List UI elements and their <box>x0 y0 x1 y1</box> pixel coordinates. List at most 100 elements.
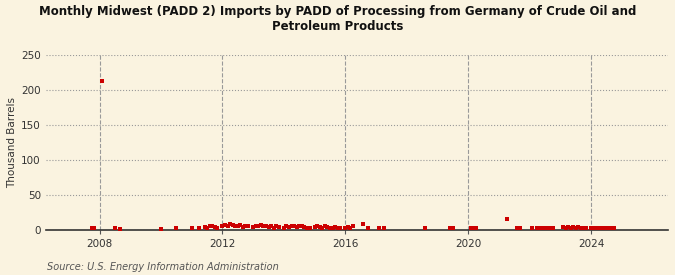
Point <box>537 226 548 230</box>
Point <box>542 226 553 230</box>
Point <box>348 224 358 229</box>
Point <box>286 223 297 228</box>
Point <box>202 226 213 230</box>
Point <box>558 225 568 229</box>
Point <box>568 225 578 229</box>
Point <box>304 226 315 230</box>
Point <box>212 226 223 230</box>
Point <box>578 226 589 230</box>
Text: Monthly Midwest (PADD 2) Imports by PADD of Processing from Germany of Crude Oil: Monthly Midwest (PADD 2) Imports by PADD… <box>38 6 636 34</box>
Point <box>606 226 617 230</box>
Point <box>235 223 246 227</box>
Point <box>593 226 604 230</box>
Point <box>335 226 346 230</box>
Point <box>535 226 545 230</box>
Point <box>563 225 574 229</box>
Point <box>358 222 369 226</box>
Point <box>589 226 599 230</box>
Point <box>373 226 384 230</box>
Point <box>205 224 215 229</box>
Point <box>263 225 274 229</box>
Point <box>209 225 220 229</box>
Point <box>109 226 120 230</box>
Point <box>258 223 269 228</box>
Point <box>230 223 241 228</box>
Point <box>340 226 351 230</box>
Point <box>238 225 248 229</box>
Point <box>419 226 430 230</box>
Point <box>603 226 614 230</box>
Point <box>586 226 597 230</box>
Point <box>115 227 126 231</box>
Point <box>268 226 279 230</box>
Point <box>261 224 271 229</box>
Point <box>194 226 205 230</box>
Point <box>222 223 233 228</box>
Point <box>601 226 612 230</box>
Point <box>576 226 587 230</box>
Point <box>512 226 522 230</box>
Point <box>225 222 236 226</box>
Point <box>468 226 479 230</box>
Point <box>250 223 261 228</box>
Point <box>342 225 353 229</box>
Point <box>296 224 307 229</box>
Point <box>240 223 251 228</box>
Point <box>248 225 259 229</box>
Point <box>560 226 571 230</box>
Point <box>271 224 281 229</box>
Point <box>171 226 182 230</box>
Point <box>599 226 610 230</box>
Point <box>219 223 230 227</box>
Point <box>284 225 294 229</box>
Point <box>227 223 238 227</box>
Point <box>580 226 591 230</box>
Point <box>332 226 343 230</box>
Point <box>315 225 325 229</box>
Point <box>329 225 340 229</box>
Point <box>97 79 107 83</box>
Point <box>294 223 304 228</box>
Point <box>309 225 320 229</box>
Point <box>289 224 300 229</box>
Y-axis label: Thousand Barrels: Thousand Barrels <box>7 97 17 188</box>
Point <box>266 223 277 228</box>
Point <box>379 226 389 230</box>
Point <box>279 226 290 230</box>
Point <box>292 225 302 229</box>
Point <box>570 226 581 230</box>
Point <box>232 224 243 229</box>
Point <box>299 225 310 229</box>
Point <box>242 224 253 229</box>
Point <box>319 224 330 229</box>
Point <box>532 226 543 230</box>
Point <box>155 227 166 231</box>
Point <box>302 226 313 230</box>
Point <box>217 224 228 229</box>
Point <box>199 225 210 229</box>
Point <box>502 217 512 221</box>
Point <box>345 226 356 230</box>
Point <box>317 226 328 230</box>
Point <box>609 226 620 230</box>
Point <box>86 226 97 230</box>
Point <box>540 226 551 230</box>
Point <box>281 224 292 229</box>
Point <box>545 226 556 230</box>
Point <box>325 226 335 230</box>
Point <box>573 225 584 229</box>
Point <box>89 226 100 230</box>
Point <box>527 226 538 230</box>
Point <box>591 226 601 230</box>
Point <box>448 226 458 230</box>
Point <box>253 224 264 229</box>
Point <box>327 226 338 230</box>
Point <box>312 224 323 229</box>
Point <box>470 226 481 230</box>
Point <box>322 225 333 229</box>
Point <box>514 226 525 230</box>
Point <box>596 226 607 230</box>
Point <box>273 225 284 229</box>
Point <box>363 226 374 230</box>
Point <box>186 226 197 230</box>
